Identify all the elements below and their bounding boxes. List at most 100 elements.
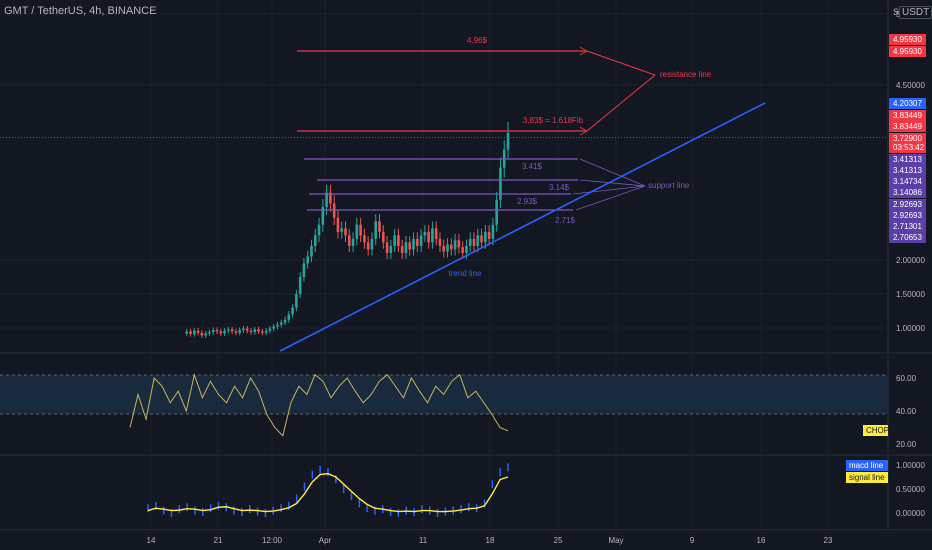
time-tick-label: 21 [214,536,223,545]
candle-body [321,207,325,225]
time-tick-label: 23 [824,536,833,545]
candle-body [453,240,457,250]
price-tick-label: 1.00000 [896,324,925,333]
candle-body [393,235,396,246]
candle-body [442,245,446,252]
price-label: 3.83449 [893,122,922,131]
candle-body [408,242,412,250]
price-label-box [889,221,926,232]
time-tick-label: 12:00 [262,536,283,545]
candle-body [340,228,344,232]
candle-body [468,238,472,246]
candle-body [329,192,332,204]
price-label-box [889,199,926,210]
candle-body [268,328,272,331]
price-tick-label: 5 [896,10,901,19]
candle-body [427,231,430,243]
candle-body [219,331,223,334]
candle-body [347,235,351,246]
support-callout-line [575,185,646,211]
candle-body [370,238,374,250]
candle-body [208,332,211,334]
candle-body [438,238,442,246]
candle-body [249,330,253,333]
price-label: 4.95930 [893,47,922,56]
price-label: 3.14086 [893,188,922,197]
chop-tick-label: 20.00 [896,440,917,449]
candle-body [491,224,495,239]
candle-body [238,330,241,333]
price-tick-label: 2.00000 [896,256,925,265]
scale-marker: S [893,7,900,17]
candle-body [204,333,207,336]
chop-series-line [129,372,509,437]
price-label-box [889,176,926,187]
candle-body [423,231,427,236]
candle-body [450,244,453,250]
chop-legend-label: CHOP [866,426,889,435]
candle-body [283,319,287,323]
candle-body [355,224,359,239]
candle-body [446,244,449,252]
macd-legend-label: macd line [849,461,884,470]
price-label: 03:53:42 [893,143,925,152]
support-level-label: 2.71$ [555,216,576,225]
candle-body [431,228,434,243]
time-tick-label: 16 [757,536,766,545]
price-label-box [889,110,926,121]
macd-tick-label: 0.00000 [896,509,925,518]
time-tick-label: 14 [147,536,156,545]
candle-body [215,330,219,332]
candle-body [313,235,317,246]
candle-body [223,330,226,334]
symbol-title: GMT / TetherUS, 4h, BINANCE [4,5,157,17]
candle-body [332,203,336,218]
candle-body [272,326,275,329]
candle-body [279,322,283,325]
candle-body [298,277,302,294]
price-label: 4.20307 [893,99,922,108]
time-tick-label: 9 [690,536,695,545]
candle-body [381,231,385,243]
candle-body [325,192,328,208]
currency-badge[interactable]: USDT [899,6,932,19]
candle-body [245,328,249,331]
candle-body [495,199,498,225]
candle-body [499,167,502,200]
candle-body [227,329,230,331]
price-label: 2.71301 [893,222,922,231]
macd-tick-label: 1.00000 [896,461,925,470]
candle-body [359,224,362,236]
support-level-label: 3.41$ [522,162,543,171]
candle-body [317,224,321,236]
resistance-callout-line [586,50,657,132]
candle-body [291,307,294,315]
price-label: 3.14734 [893,177,922,186]
candle-body [434,228,438,239]
price-label: 4.95930 [893,35,922,44]
candle-body [416,238,419,246]
candle-body [234,331,238,333]
candle-body [211,330,215,333]
trend-line [279,102,766,352]
support-callout-line [572,185,646,195]
candle-body [193,330,196,335]
time-tick-label: May [608,536,623,545]
candle-body [336,217,340,232]
candle-body [344,228,347,236]
candle-body [196,330,200,333]
candle-body [189,331,192,335]
price-label-box [889,34,926,45]
candle-body [487,231,491,239]
time-tick-label: 18 [486,536,495,545]
candle-body [484,231,487,243]
price-label: 3.72900 [893,134,922,143]
candle-body [457,240,461,248]
trend-annotation: trend line [449,269,482,278]
price-label: 2.70653 [893,233,922,242]
price-label-box [889,210,926,221]
time-tick-label: 11 [419,536,428,545]
price-label-box [889,46,926,57]
candle-body [351,238,355,246]
